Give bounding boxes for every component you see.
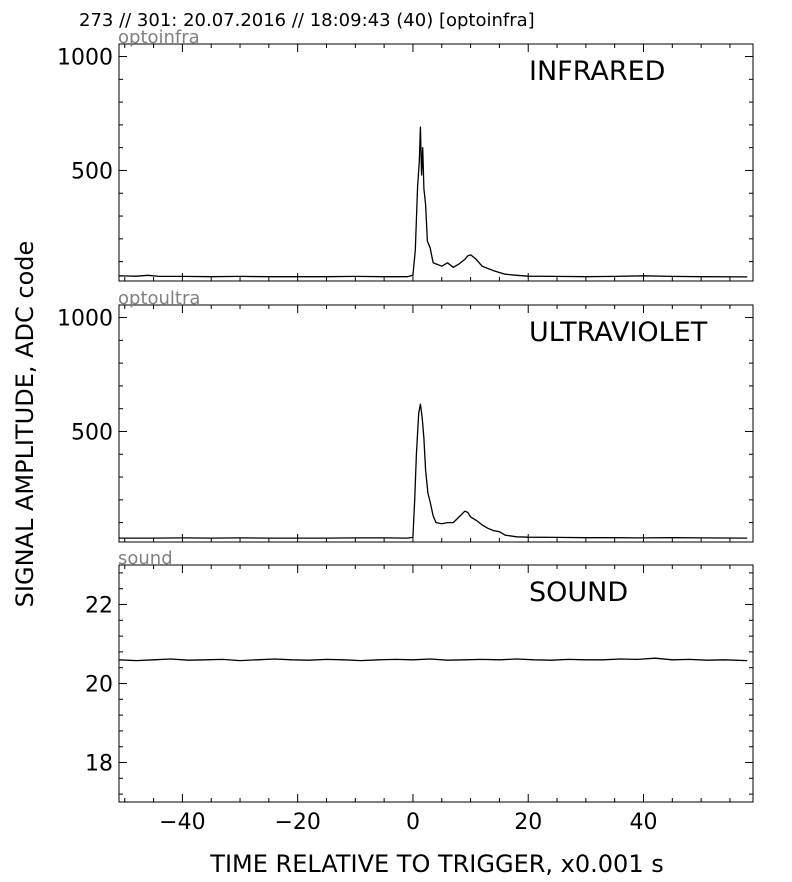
x-axis-label: TIME RELATIVE TO TRIGGER, x0.001 s [209,850,663,878]
x-tick-label: −20 [274,810,320,835]
sound-signal-line [118,657,748,662]
ultraviolet-ytick-label: 500 [71,420,113,445]
y-axis-label: SIGNAL AMPLITUDE, ADC code [11,241,39,608]
sound-panel-tag: sound [118,548,173,569]
figure-header: 273 // 301: 20.07.2016 // 18:09:43 (40) … [79,10,535,31]
infrared-panel-title: INFRARED [529,56,665,87]
infrared-ytick-label: 500 [71,159,113,184]
panel-sound: 18 20 22 sound SOUND [85,548,754,803]
sound-panel-title: SOUND [529,577,628,608]
infrared-frame [118,43,754,282]
sound-frame [118,564,754,803]
ultraviolet-frame [118,304,754,543]
ultraviolet-panel-tag: optoultra [118,288,200,309]
infrared-ytick-label: 1000 [57,46,113,71]
infrared-panel-tag: optoinfra [118,27,200,48]
sound-ytick-label: 18 [85,752,113,777]
x-tick-label: −40 [159,810,205,835]
sound-ytick-label: 22 [85,594,113,619]
ultraviolet-ytick-label: 1000 [57,307,113,332]
x-axis-ticklabels: −40 −20 0 20 40 [159,810,657,835]
x-tick-label: 20 [514,810,542,835]
x-tick-label: 40 [629,810,657,835]
infrared-signal-line [118,126,748,278]
ultraviolet-signal-line [119,403,748,539]
sound-ytick-label: 20 [85,673,113,698]
ultraviolet-panel-title: ULTRAVIOLET [529,317,708,348]
x-tick-label: 0 [406,810,420,835]
